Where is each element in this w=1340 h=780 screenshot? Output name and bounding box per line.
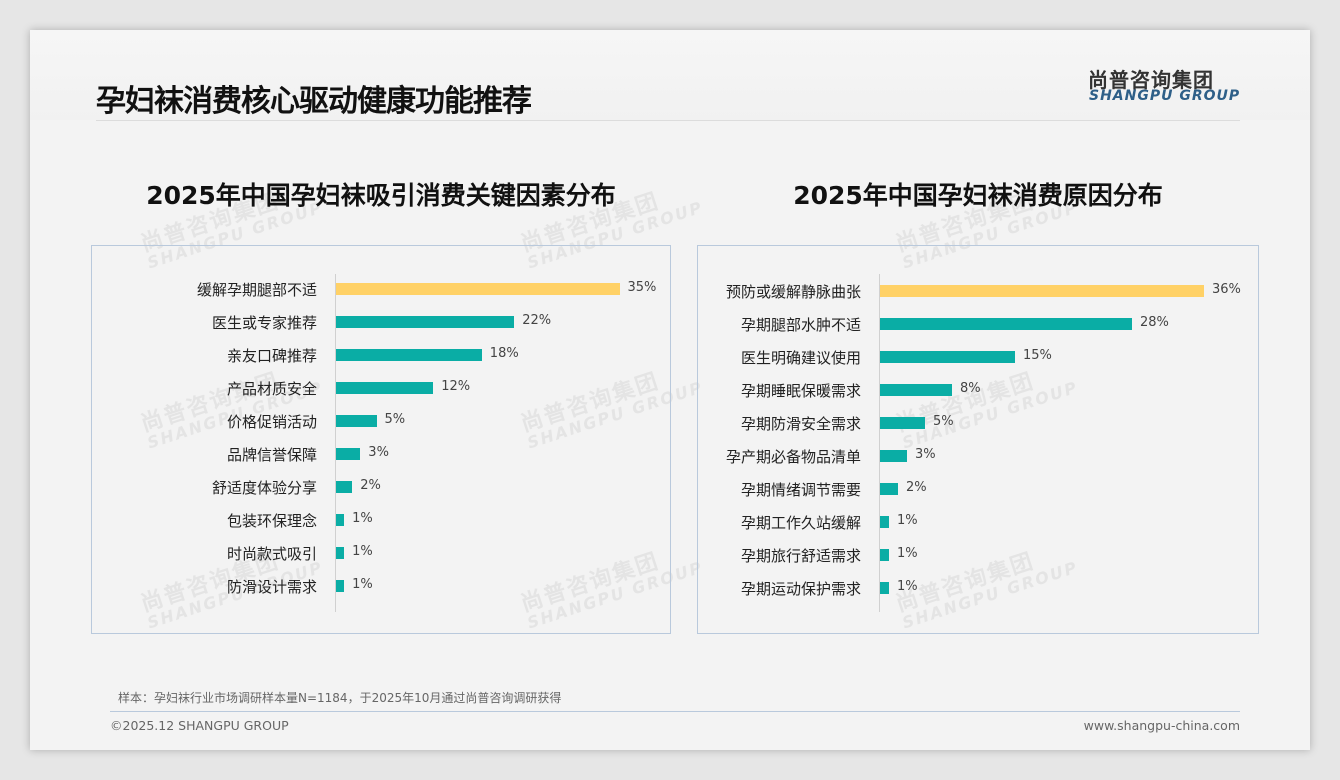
bar xyxy=(880,450,907,462)
bar-row: 孕期旅行舒适需求 1% xyxy=(698,545,1258,565)
bar xyxy=(336,382,434,394)
logo-cn: 尚普咨询集团 xyxy=(1088,68,1214,92)
bar-row: 孕期睡眠保暖需求 8% xyxy=(698,380,1258,400)
value-label: 5% xyxy=(384,412,406,427)
chart-panel-left: 缓解孕期腿部不适 35% 医生或专家推荐 22% 亲友口碑推荐 18% 产品材质安全 12% 价… xyxy=(91,245,671,634)
category-label: 孕期工作久站缓解 xyxy=(740,514,861,532)
value-label: 35% xyxy=(627,280,657,295)
bar xyxy=(880,351,1015,363)
value-label: 1% xyxy=(352,577,373,592)
category-label: 产品材质安全 xyxy=(226,380,317,398)
value-label: 2% xyxy=(906,480,927,495)
value-label: 28% xyxy=(1140,315,1169,330)
value-label: 15% xyxy=(1023,348,1052,363)
category-label: 孕期睡眠保暖需求 xyxy=(740,382,861,400)
bar-row: 孕期防滑安全需求 5% xyxy=(698,413,1258,433)
bar xyxy=(336,514,345,526)
category-label: 舒适度体验分享 xyxy=(211,479,317,497)
bar-row: 孕期腿部水肿不适 28% xyxy=(698,314,1258,334)
footer-divider xyxy=(110,711,1240,712)
value-label: 8% xyxy=(960,381,981,396)
bar-row: 孕产期必备物品清单 3% xyxy=(698,446,1258,466)
chart-panel-right: 预防或缓解静脉曲张 36% 孕期腿部水肿不适 28% 医生明确建议使用 15% 孕期睡眠保暖… xyxy=(697,245,1259,634)
bar-row: 预防或缓解静脉曲张 36% xyxy=(698,281,1258,301)
category-label: 孕期腿部水肿不适 xyxy=(740,316,861,334)
value-label: 1% xyxy=(897,579,918,594)
category-label: 孕期防滑安全需求 xyxy=(740,415,861,433)
bar xyxy=(336,547,345,559)
category-label: 品牌信誉保障 xyxy=(226,446,317,464)
category-label: 孕产期必备物品清单 xyxy=(725,448,861,466)
logo-en: SHANGPU GROUP xyxy=(1089,88,1241,104)
bar xyxy=(880,483,898,495)
category-label: 防滑设计需求 xyxy=(226,578,317,596)
bar-row: 孕期运动保护需求 1% xyxy=(698,578,1258,598)
bar-row: 防滑设计需求 1% xyxy=(92,576,670,596)
bar xyxy=(336,316,515,328)
value-label: 3% xyxy=(915,447,936,462)
bar xyxy=(336,349,482,361)
value-label: 5% xyxy=(933,414,954,429)
value-label: 12% xyxy=(441,379,471,394)
category-label: 包装环保理念 xyxy=(226,512,317,530)
value-label: 3% xyxy=(368,445,389,460)
value-label: 1% xyxy=(897,513,918,528)
value-label: 22% xyxy=(522,313,552,328)
website-link[interactable]: www.shangpu-china.com xyxy=(1083,718,1240,733)
chart-axis xyxy=(879,274,880,612)
copyright: ©2025.12 SHANGPU GROUP xyxy=(110,718,289,733)
bar xyxy=(880,318,1132,330)
value-label: 1% xyxy=(897,546,918,561)
value-label: 2% xyxy=(360,478,381,493)
bar-row: 医生或专家推荐 22% xyxy=(92,312,670,332)
bar-row: 缓解孕期腿部不适 35% xyxy=(92,279,670,299)
value-label: 36% xyxy=(1212,282,1241,297)
category-label: 亲友口碑推荐 xyxy=(226,347,317,365)
sample-note: 样本：孕妇袜行业市场调研样本量N=1184，于2025年10月通过尚普咨询调研获… xyxy=(118,691,562,705)
bar xyxy=(880,285,1204,297)
category-label: 孕期运动保护需求 xyxy=(740,580,861,598)
bar-row: 亲友口碑推荐 18% xyxy=(92,345,670,365)
category-label: 医生明确建议使用 xyxy=(740,349,861,367)
bar-row: 舒适度体验分享 2% xyxy=(92,477,670,497)
bar xyxy=(880,549,889,561)
bar-row: 孕期工作久站缓解 1% xyxy=(698,512,1258,532)
value-label: 1% xyxy=(352,511,373,526)
value-label: 1% xyxy=(352,544,373,559)
bar-row: 时尚款式吸引 1% xyxy=(92,543,670,563)
bar xyxy=(880,417,925,429)
category-label: 价格促销活动 xyxy=(226,413,317,431)
category-label: 预防或缓解静脉曲张 xyxy=(725,283,861,301)
bar-row: 包装环保理念 1% xyxy=(92,510,670,530)
bar-row: 价格促销活动 5% xyxy=(92,411,670,431)
bar xyxy=(336,415,377,427)
category-label: 孕期旅行舒适需求 xyxy=(740,547,861,565)
bar xyxy=(336,283,620,295)
chart-axis xyxy=(335,274,336,612)
value-label: 18% xyxy=(489,346,519,361)
bar-row: 产品材质安全 12% xyxy=(92,378,670,398)
bar xyxy=(336,580,345,592)
bar-row: 品牌信誉保障 3% xyxy=(92,444,670,464)
header xyxy=(30,30,1310,120)
bar-row: 孕期情绪调节需要 2% xyxy=(698,479,1258,499)
category-label: 时尚款式吸引 xyxy=(226,545,317,563)
category-label: 医生或专家推荐 xyxy=(211,314,317,332)
chart-title-right: 2025年中国孕妇袜消费原因分布 xyxy=(793,181,1163,210)
category-label: 缓解孕期腿部不适 xyxy=(196,281,317,299)
page-title: 孕妇袜消费核心驱动健康功能推荐 xyxy=(96,84,532,119)
bar xyxy=(880,582,889,594)
chart-title-left: 2025年中国孕妇袜吸引消费关键因素分布 xyxy=(146,181,616,210)
header-divider xyxy=(96,120,1240,121)
bar xyxy=(336,448,361,460)
bar xyxy=(880,516,889,528)
bar-row: 医生明确建议使用 15% xyxy=(698,347,1258,367)
bar xyxy=(336,481,353,493)
slide: 孕妇袜消费核心驱动健康功能推荐 尚普咨询集团 SHANGPU GROUP 尚普咨… xyxy=(30,30,1310,750)
category-label: 孕期情绪调节需要 xyxy=(740,481,861,499)
bar xyxy=(880,384,952,396)
